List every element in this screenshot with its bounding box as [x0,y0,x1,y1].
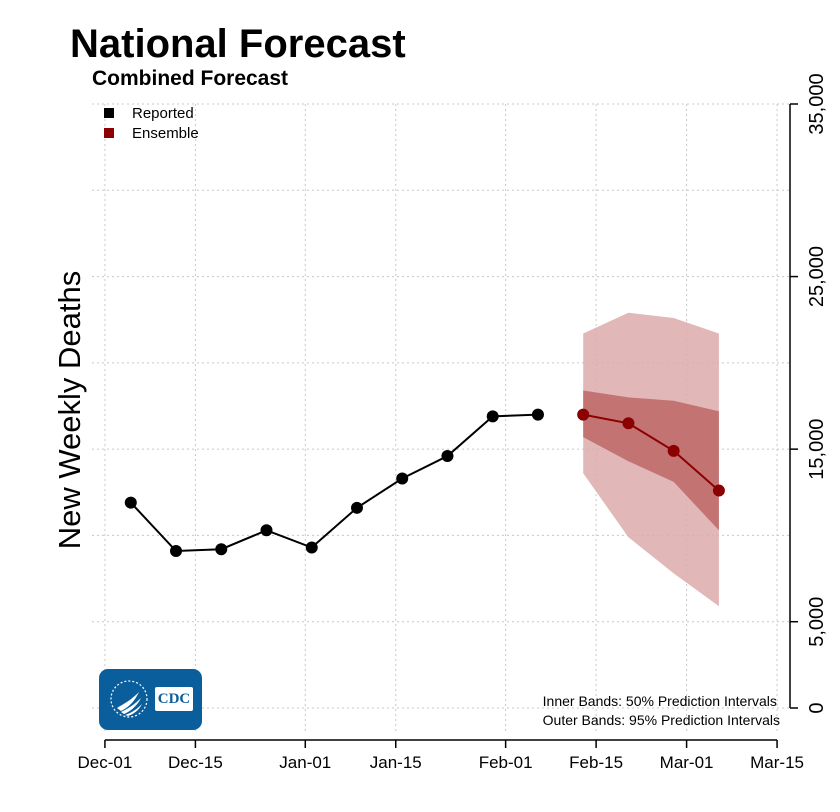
point-ensemble-1 [622,417,635,430]
y-axis-label: New Weekly Deaths [52,270,87,550]
series-line-ensemble [583,413,720,492]
point-ensemble-0 [577,408,590,421]
y-tick-label-2: 15,000 [806,419,828,480]
legend-label-reported: Reported [132,104,194,122]
y-tick-label-0: 0 [806,702,828,713]
chart-subtitle: Combined Forecast [92,67,289,90]
point-reported-0 [124,496,137,509]
x-tick-label-2: Jan-01 [279,753,331,772]
legend-swatch-reported [104,108,114,118]
note-outer-bands: Outer Bands: 95% Prediction Intervals [542,712,780,728]
inner-band-50 [583,390,719,531]
x-tick-label-0: Dec-01 [78,753,133,772]
prediction-bands [583,312,719,607]
point-reported-5 [350,501,363,514]
y-tick-label-4: 35,000 [806,73,828,134]
y-tick-label-1: 5,000 [806,597,828,647]
chart-title: National Forecast [70,22,406,66]
point-reported-1 [170,544,183,557]
hhs-eagle-icon [110,680,148,718]
cdc-logo-text: CDC [155,687,193,711]
cdc-logo: CDC [99,669,202,730]
point-reported-4 [305,541,318,554]
point-reported-6 [396,472,409,485]
axes: 0 5,000 15,000 25,000 35,000 Dec-01 Dec-15 Jan-… [78,73,828,772]
x-tick-label-1: Dec-15 [168,753,223,772]
x-tick-label-6: Mar-01 [660,753,714,772]
point-reported-2 [215,543,228,556]
legend-item-reported: Reported [104,103,199,123]
point-reported-7 [441,450,454,463]
x-tick-label-7: Mar-15 [750,753,804,772]
series-lines [130,413,720,553]
legend-swatch-ensemble [104,128,114,138]
point-reported-9 [531,408,544,421]
x-tick-label-3: Jan-15 [370,753,422,772]
series-points [124,408,725,557]
legend-label-ensemble: Ensemble [132,124,199,142]
y-tick-label-3: 25,000 [806,246,828,307]
point-ensemble-3 [712,484,725,497]
prediction-interval-notes: Inner Bands: 50% Prediction Intervals Ou… [543,692,780,730]
x-tick-label-5: Feb-15 [569,753,623,772]
series-line-reported [130,413,538,553]
x-tick-label-4: Feb-01 [479,753,533,772]
point-ensemble-2 [667,444,680,457]
point-reported-3 [260,524,273,537]
note-inner-bands: Inner Bands: 50% Prediction Intervals [542,693,777,709]
point-reported-8 [486,410,499,423]
legend-item-ensemble: Ensemble [104,123,199,143]
legend: Reported Ensemble [104,103,199,143]
